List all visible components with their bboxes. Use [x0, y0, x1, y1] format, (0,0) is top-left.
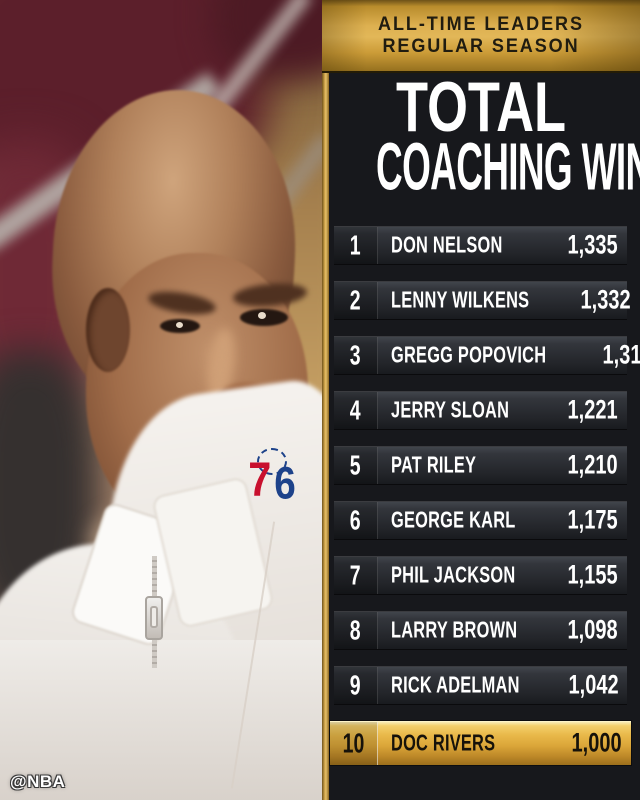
leaderboard-row: 9 RICK ADELMAN 1,042 [334, 666, 627, 704]
coach-name: GREGG POPOVICH [391, 342, 547, 368]
wins-value: 1,175 [567, 504, 618, 536]
rank-cell: 9 [334, 667, 378, 704]
rank-cell: 3 [334, 337, 378, 374]
coach-name-cell: LARRY BROWN [378, 612, 555, 649]
rank-number: 7 [350, 558, 361, 592]
wins-cell: 1,221 [555, 392, 627, 429]
banner-line2: REGULAR SEASON [382, 35, 580, 58]
title-line2: COACHING WINS [376, 128, 640, 204]
coach-name-cell: GEORGE KARL [378, 502, 555, 539]
coach-name-cell: PAT RILEY [378, 447, 555, 484]
wins-cell: 1,175 [555, 502, 627, 539]
leaderboard-row: 4 JERRY SLOAN 1,221 [334, 391, 627, 429]
coach-name: LENNY WILKENS [391, 287, 530, 313]
rank-number: 9 [350, 668, 361, 702]
wins-value: 1,335 [567, 229, 618, 261]
wins-value: 1,155 [567, 559, 618, 591]
wins-value: 1,042 [568, 669, 619, 701]
wins-value: 1,210 [567, 449, 618, 481]
wins-cell: 1,000 [559, 722, 631, 765]
76ers-logo-seven: 7 [248, 451, 272, 507]
rank-cell: 2 [334, 282, 378, 319]
coach-name-cell: DON NELSON [378, 227, 555, 264]
wins-value: 1,313 [602, 339, 640, 371]
coach-name: LARRY BROWN [391, 617, 518, 643]
coach-name: GEORGE KARL [391, 507, 516, 533]
coach-name-cell: JERRY SLOAN [378, 392, 555, 429]
coach-name: RICK ADELMAN [391, 672, 520, 698]
rank-number: 8 [350, 613, 361, 647]
coach-name-cell: GREGG POPOVICH [378, 337, 590, 374]
coach-name-cell: RICK ADELMAN [378, 667, 556, 704]
jacket-body [0, 640, 322, 800]
76ers-stars-ring-icon [257, 448, 287, 475]
coach-name-cell: PHIL JACKSON [378, 557, 555, 594]
eye-glint [176, 322, 183, 328]
title-line1: TOTAL [395, 67, 567, 147]
rank-number: 6 [350, 503, 361, 537]
wins-cell: 1,042 [556, 667, 628, 704]
leaderboard-list: 1 DON NELSON 1,335 2 LENNY WILKENS 1,332… [330, 226, 640, 765]
leaderboard-row: 5 PAT RILEY 1,210 [334, 446, 627, 484]
wins-cell: 1,155 [555, 557, 627, 594]
coach-name: PHIL JACKSON [391, 562, 516, 588]
banner-line1: ALL-TIME LEADERS [378, 13, 584, 36]
leaderboard-row: 1 DON NELSON 1,335 [334, 226, 627, 264]
rank-number: 10 [342, 726, 365, 760]
rank-cell: 10 [330, 722, 378, 765]
ear [86, 288, 130, 372]
leaderboard-row: 6 GEORGE KARL 1,175 [334, 501, 627, 539]
76ers-logo-six: 6 [274, 458, 296, 510]
leaderboard-row: 7 PHIL JACKSON 1,155 [334, 556, 627, 594]
leaderboard-row: 8 LARRY BROWN 1,098 [334, 611, 627, 649]
wins-cell: 1,098 [555, 612, 627, 649]
76ers-logo: 6 7 [247, 448, 311, 526]
leaderboard-row: 10 DOC RIVERS 1,000 [330, 721, 631, 765]
eye-glint [258, 312, 266, 319]
nba-watermark: @NBA [10, 772, 66, 791]
rank-cell: 4 [334, 392, 378, 429]
wins-cell: 1,313 [590, 337, 640, 374]
wins-value: 1,332 [580, 284, 631, 316]
coach-name: DOC RIVERS [391, 730, 496, 756]
wins-cell: 1,210 [555, 447, 627, 484]
leaderboard-row: 3 GREGG POPOVICH 1,313 [334, 336, 640, 374]
rank-number: 2 [350, 283, 361, 317]
doc-rivers-photo: 6 7 @NBA [0, 0, 322, 800]
coach-name: PAT RILEY [391, 452, 477, 478]
rank-number: 3 [350, 338, 361, 372]
rank-number: 1 [350, 228, 361, 262]
gold-divider-strip [322, 0, 329, 800]
rank-cell: 7 [334, 557, 378, 594]
leaderboard-row: 2 LENNY WILKENS 1,332 [334, 281, 631, 319]
wins-value: 1,098 [567, 614, 618, 646]
header-banner: ALL-TIME LEADERS REGULAR SEASON [322, 0, 640, 73]
rank-cell: 6 [334, 502, 378, 539]
wins-cell: 1,332 [568, 282, 640, 319]
wins-value: 1,221 [567, 394, 618, 426]
leaderboard-panel: ALL-TIME LEADERS REGULAR SEASON TOTAL CO… [322, 0, 640, 800]
rank-cell: 8 [334, 612, 378, 649]
coach-name: JERRY SLOAN [391, 397, 510, 423]
wins-value: 1,000 [571, 727, 622, 759]
coach-name: DON NELSON [391, 232, 503, 258]
page-title: TOTAL COACHING WINS [322, 67, 640, 201]
rank-number: 5 [350, 448, 361, 482]
rank-number: 4 [350, 393, 361, 427]
coach-name-cell: DOC RIVERS [378, 722, 559, 765]
zipper-pull-hole [150, 606, 158, 628]
rank-cell: 5 [334, 447, 378, 484]
coach-name-cell: LENNY WILKENS [378, 282, 568, 319]
rank-cell: 1 [334, 227, 378, 264]
wins-cell: 1,335 [555, 227, 627, 264]
